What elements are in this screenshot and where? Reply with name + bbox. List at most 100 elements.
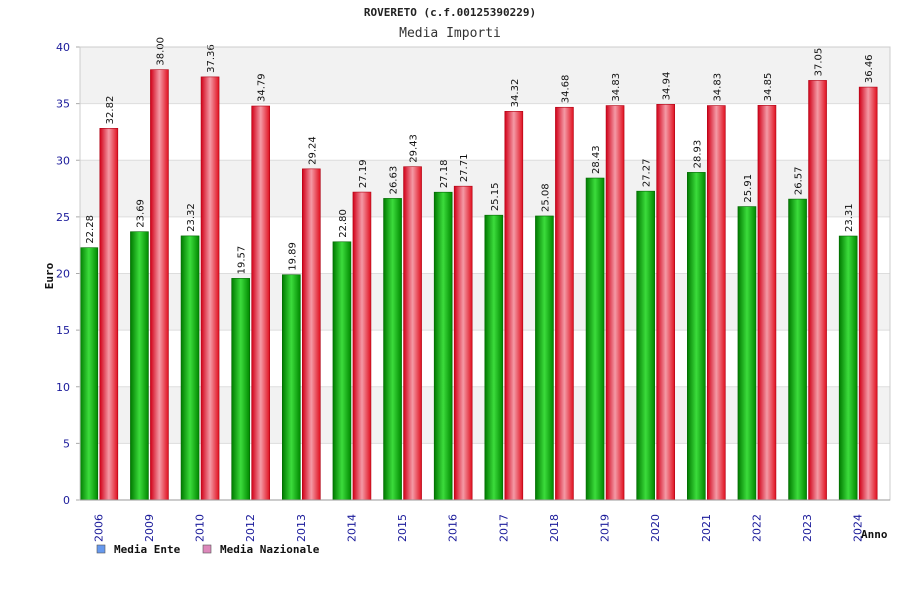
bar-media-nazionale-2012 xyxy=(251,105,270,501)
data-label: 22.80 xyxy=(338,209,349,238)
data-label: 25.91 xyxy=(743,174,754,203)
data-label: 29.24 xyxy=(307,136,318,165)
bar-media-ente-2013 xyxy=(282,274,301,501)
bars xyxy=(79,69,878,501)
legend-swatch xyxy=(202,544,212,554)
x-tick-label: 2018 xyxy=(548,514,561,542)
data-label: 34.94 xyxy=(662,72,673,101)
data-label: 23.69 xyxy=(135,199,146,228)
x-tick-label: 2013 xyxy=(295,514,308,542)
bar-media-nazionale-2006 xyxy=(99,128,119,501)
x-axis-label: Anno xyxy=(861,528,888,541)
data-label: 28.43 xyxy=(591,145,602,174)
data-label: 34.83 xyxy=(712,73,723,102)
data-label: 26.63 xyxy=(389,166,400,195)
data-label: 23.32 xyxy=(186,203,197,232)
x-tick-label: 2009 xyxy=(143,514,156,542)
y-tick-label: 5 xyxy=(63,437,70,450)
bar-media-ente-2012 xyxy=(231,278,250,501)
data-label: 36.46 xyxy=(864,54,875,83)
x-tick-label: 2024 xyxy=(852,514,865,542)
data-label: 37.36 xyxy=(206,44,217,73)
y-tick-label: 15 xyxy=(56,324,70,337)
data-label: 27.18 xyxy=(439,160,450,189)
bar-media-nazionale-2013 xyxy=(302,168,321,501)
data-label: 25.08 xyxy=(540,183,551,212)
x-tick-label: 2014 xyxy=(345,514,358,542)
data-label: 38.00 xyxy=(155,37,166,66)
data-labels: 22.28 32.82 23.69 38.00 23.32 37.36 19.57 34.79… xyxy=(85,37,875,274)
y-tick-label: 25 xyxy=(56,211,70,224)
y-axis-ticks: 0 5 10 15 20 25 30 35 40 xyxy=(56,41,80,507)
bar-media-nazionale-2016 xyxy=(453,185,473,501)
data-label: 23.31 xyxy=(844,203,855,232)
y-tick-label: 10 xyxy=(56,381,70,394)
data-label: 34.68 xyxy=(560,75,571,104)
x-axis-ticks: 2006 2009 2010 2012 2013 2014 2015 2016 2017 2018… xyxy=(92,514,864,542)
data-label: 34.32 xyxy=(510,79,521,108)
bar-media-nazionale-2018 xyxy=(555,106,574,501)
bar-media-ente-2009 xyxy=(130,231,149,501)
x-tick-label: 2022 xyxy=(750,514,763,542)
bar-media-ente-2015 xyxy=(383,198,402,501)
bar-media-nazionale-2014 xyxy=(352,191,372,501)
bar-media-ente-2019 xyxy=(585,177,605,501)
bar-media-nazionale-2022 xyxy=(757,105,777,501)
data-label: 27.27 xyxy=(642,159,653,188)
bar-media-ente-2023 xyxy=(788,198,807,501)
bar-media-nazionale-2020 xyxy=(656,104,675,501)
x-tick-label: 2012 xyxy=(244,514,257,542)
chart-title: ROVERETO (c.f.00125390229) xyxy=(364,6,536,19)
axes xyxy=(79,46,891,501)
data-label: 28.93 xyxy=(692,140,703,169)
x-tick-label: 2015 xyxy=(396,514,409,542)
data-label: 22.28 xyxy=(85,215,96,244)
bar-media-ente-2021 xyxy=(687,172,706,501)
bar-media-ente-2020 xyxy=(636,190,655,501)
legend-label: Media Ente xyxy=(114,543,181,556)
y-tick-label: 0 xyxy=(63,494,70,507)
data-label: 19.89 xyxy=(287,242,298,271)
bar-media-nazionale-2017 xyxy=(504,111,524,501)
x-tick-label: 2006 xyxy=(92,514,105,542)
data-label: 25.15 xyxy=(490,183,501,212)
x-tick-label: 2023 xyxy=(801,514,814,542)
bar-media-ente-2010 xyxy=(180,235,200,501)
x-tick-label: 2021 xyxy=(700,514,713,542)
data-label: 34.85 xyxy=(763,73,774,102)
bar-media-ente-2024 xyxy=(838,235,858,501)
x-tick-label: 2010 xyxy=(194,514,207,542)
data-label: 34.83 xyxy=(611,73,622,102)
bar-media-ente-2022 xyxy=(737,206,757,501)
data-label: 26.57 xyxy=(794,166,805,195)
data-label: 27.71 xyxy=(459,154,470,183)
bar-media-ente-2006 xyxy=(79,247,99,501)
bar-media-nazionale-2015 xyxy=(403,166,422,501)
data-label: 19.57 xyxy=(237,246,248,275)
bar-media-nazionale-2009 xyxy=(150,69,169,501)
bar-media-nazionale-2019 xyxy=(605,105,625,501)
bar-media-ente-2017 xyxy=(484,214,504,501)
bar-media-nazionale-2023 xyxy=(808,80,827,501)
bar-media-ente-2014 xyxy=(332,241,352,501)
data-label: 37.05 xyxy=(814,48,825,77)
bar-media-ente-2016 xyxy=(433,191,453,501)
x-tick-label: 2020 xyxy=(649,514,662,542)
data-label: 27.19 xyxy=(358,159,369,188)
y-tick-label: 40 xyxy=(56,41,70,54)
legend: Media Ente Media Nazionale xyxy=(96,543,320,556)
y-tick-label: 30 xyxy=(56,154,70,167)
legend-label: Media Nazionale xyxy=(220,543,320,556)
x-tick-label: 2016 xyxy=(447,514,460,542)
bar-media-ente-2018 xyxy=(535,215,554,501)
bar-media-nazionale-2021 xyxy=(707,105,726,501)
y-tick-label: 35 xyxy=(56,98,70,111)
x-tick-label: 2019 xyxy=(599,514,612,542)
chart-subtitle: Media Importi xyxy=(399,26,501,41)
y-tick-label: 20 xyxy=(56,268,70,281)
y-axis-label: Euro xyxy=(43,262,56,289)
data-label: 34.79 xyxy=(257,73,268,102)
bar-media-nazionale-2010 xyxy=(200,76,220,501)
x-tick-label: 2017 xyxy=(497,514,510,542)
